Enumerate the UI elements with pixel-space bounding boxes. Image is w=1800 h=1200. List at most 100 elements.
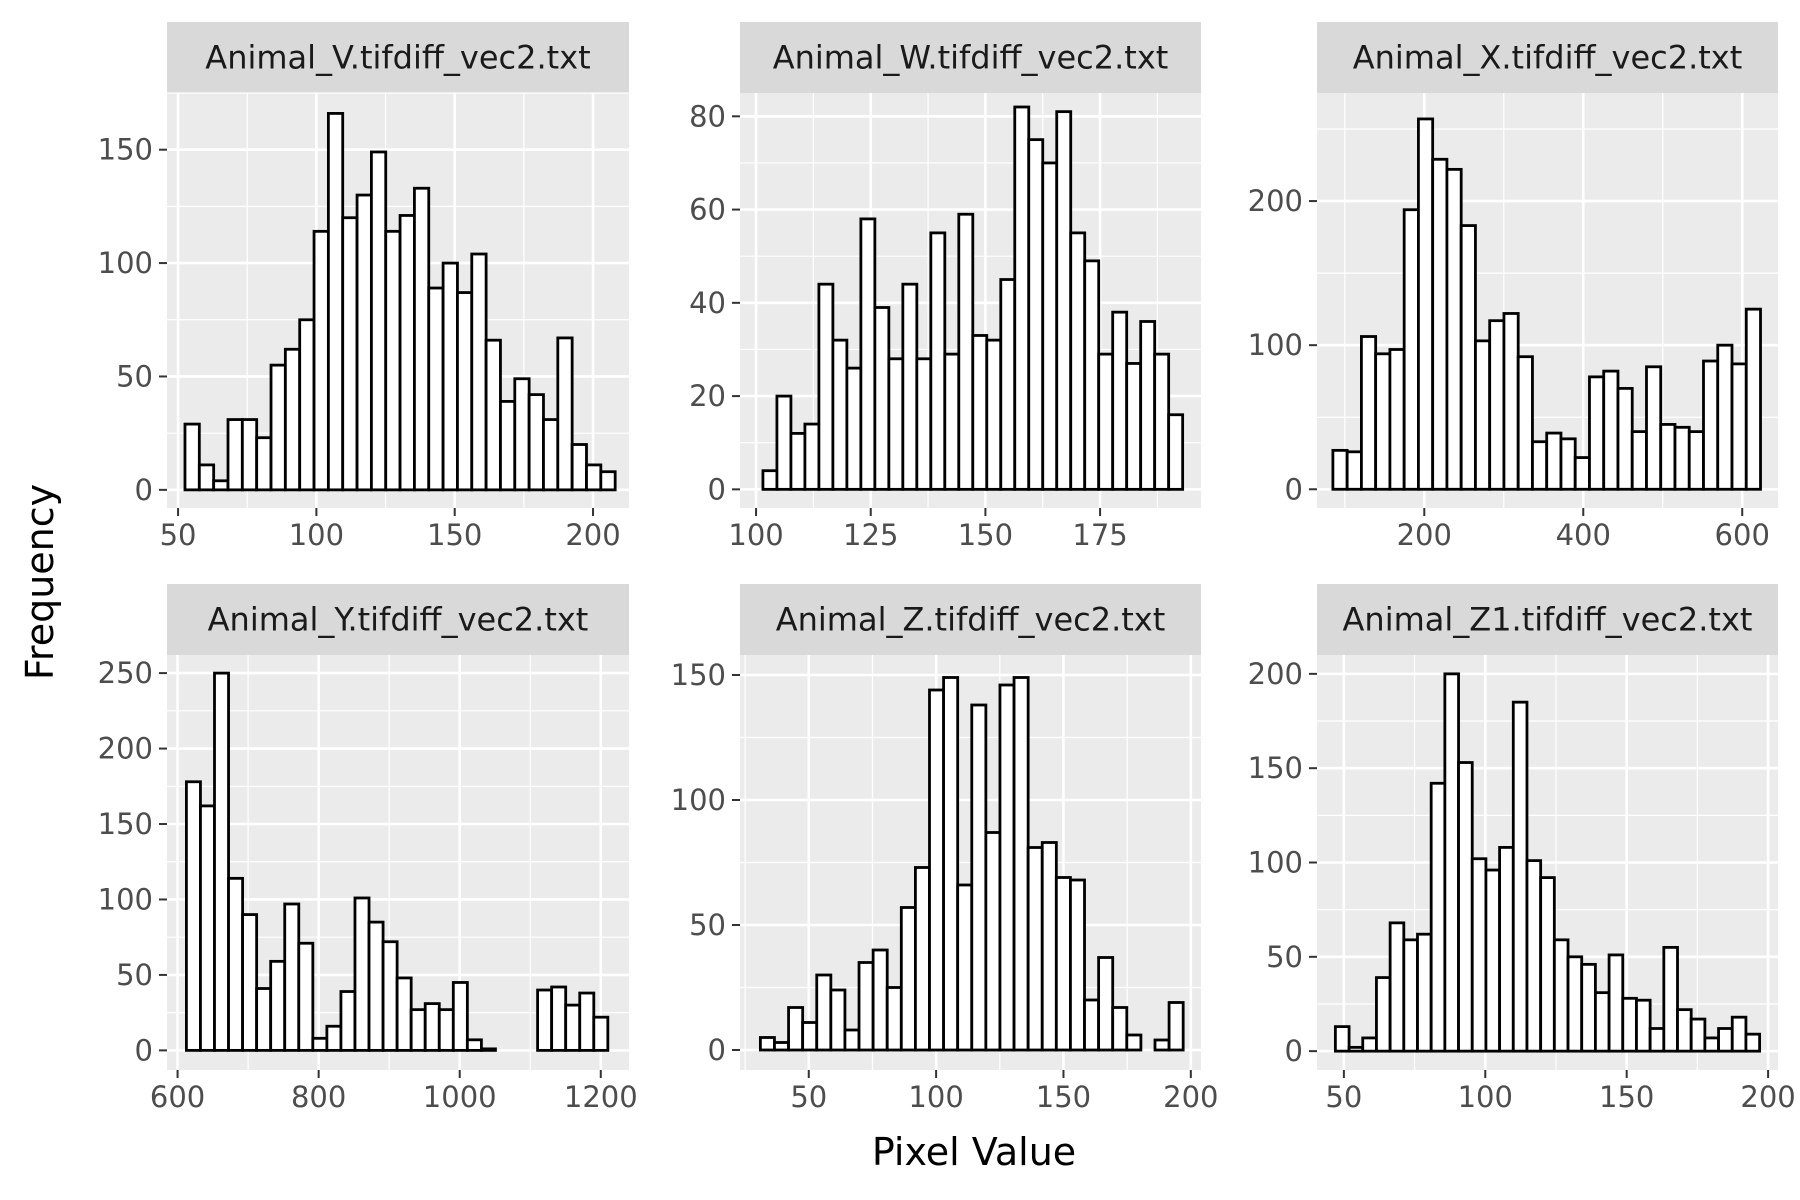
histogram-bar (1345, 450, 1363, 491)
histogram-bar (599, 470, 617, 492)
histogram-bar (423, 1002, 441, 1052)
facet-title: Animal_W.tifdiff_vec2.txt (773, 39, 1169, 77)
x-tick-label: 50 (790, 1080, 827, 1114)
histogram-bar (480, 1047, 497, 1052)
histogram-bar (845, 366, 863, 491)
histogram-bar (341, 216, 359, 492)
histogram-bar (1689, 1017, 1707, 1053)
facet-strip (740, 22, 1201, 93)
x-tick-label: 100 (289, 518, 344, 552)
histogram-bar (1388, 921, 1406, 1053)
histogram-bar (1055, 110, 1073, 491)
histogram-bar (859, 217, 877, 491)
histogram-bar (427, 286, 445, 492)
facet-title: Animal_V.tifdiff_vec2.txt (205, 39, 590, 77)
y-tick-label: 150 (671, 658, 726, 692)
histogram-bar (1662, 945, 1679, 1053)
y-tick-label: 100 (671, 783, 726, 817)
histogram-bar (1730, 362, 1748, 491)
y-axis-title: Frequency (18, 484, 62, 680)
histogram-bar (1347, 1045, 1365, 1053)
histogram-bar (1659, 423, 1677, 491)
x-tick-label: 50 (1325, 1080, 1362, 1114)
histogram-bar (1616, 386, 1634, 491)
y-tick-label: 0 (1285, 1034, 1303, 1068)
histogram-bar (1027, 138, 1045, 491)
facet-panel: Animal_W.tifdiff_vec2.txt 100 125 150 175 0 20… (689, 22, 1201, 552)
histogram-bar (1516, 355, 1534, 491)
histogram-bar (970, 703, 988, 1052)
histogram-bar (1602, 369, 1620, 491)
histogram-bar (255, 987, 273, 1052)
y-tick-label: 0 (135, 473, 153, 507)
histogram-bar (873, 306, 891, 491)
histogram-bar (971, 334, 989, 491)
histogram-bar (1416, 932, 1433, 1053)
histogram-bar (183, 422, 201, 492)
histogram-bar (1457, 761, 1474, 1053)
y-tick-label: 80 (689, 99, 726, 133)
histogram-bar (1040, 841, 1058, 1052)
x-tick-label: 100 (908, 1080, 963, 1114)
facet-strip (1317, 22, 1778, 93)
x-tick-label: 600 (150, 1080, 205, 1114)
y-tick-label: 100 (98, 882, 153, 916)
histogram-bar (1402, 208, 1420, 491)
histogram-bar (269, 363, 287, 492)
histogram-bar (339, 990, 357, 1052)
histogram-bar (1153, 1038, 1171, 1052)
histogram-bar (956, 883, 974, 1052)
histogram-bar (1111, 1006, 1129, 1052)
histogram-bar (283, 347, 302, 492)
histogram-bar (1580, 962, 1597, 1053)
histogram-bar (758, 1036, 776, 1052)
histogram-bar (985, 338, 1003, 491)
histogram-bar (465, 1038, 483, 1052)
histogram-bar (1013, 105, 1031, 491)
histogram-bar (1621, 996, 1638, 1053)
x-tick-label: 150 (1599, 1080, 1654, 1114)
x-axis-title: Pixel Value (872, 1130, 1076, 1174)
histogram-bar (384, 229, 402, 492)
histogram-bar (1676, 1008, 1693, 1053)
facet-title: Animal_Z1.tifdiff_vec2.txt (1343, 601, 1753, 639)
histogram-bar (1687, 430, 1705, 491)
histogram-bar (857, 961, 875, 1052)
x-tick-label: 175 (1072, 518, 1127, 552)
x-tick-label: 200 (565, 518, 620, 552)
histogram-bar (831, 338, 849, 491)
histogram-bar (1673, 425, 1691, 491)
histogram-bar (1026, 846, 1044, 1052)
x-tick-label: 150 (427, 518, 482, 552)
histogram-bar (1717, 1027, 1734, 1053)
y-tick-label: 100 (98, 246, 153, 280)
x-tick-label: 150 (1036, 1080, 1091, 1114)
histogram-bar (592, 1015, 610, 1052)
histogram-bar (998, 683, 1016, 1052)
histogram-bar (1167, 413, 1185, 491)
histogram-bar (1474, 339, 1492, 491)
histogram-bar (1388, 348, 1406, 491)
histogram-bar (184, 780, 202, 1052)
histogram-bar (817, 282, 835, 491)
histogram-bar (1703, 1036, 1720, 1053)
histogram-bar (1431, 157, 1449, 491)
histogram-bar (1012, 676, 1030, 1052)
histogram-bar (1588, 375, 1606, 491)
y-tick-label: 50 (116, 958, 153, 992)
histogram-bar (1402, 938, 1419, 1053)
histogram-bar (398, 214, 416, 492)
histogram-bar (326, 112, 345, 492)
histogram-bar (1417, 117, 1435, 491)
facet-strip (167, 22, 629, 93)
histogram-bar (957, 212, 975, 491)
histogram-bar (564, 1003, 582, 1052)
histogram-bar (1498, 846, 1515, 1053)
histogram-bar (413, 186, 431, 492)
histogram-bar (1459, 224, 1477, 491)
facet-strip (1317, 584, 1778, 655)
y-tick-label: 50 (1266, 940, 1303, 974)
histogram-bar (999, 278, 1017, 491)
histogram-bar (1429, 781, 1447, 1053)
histogram-bar (1167, 1001, 1185, 1052)
